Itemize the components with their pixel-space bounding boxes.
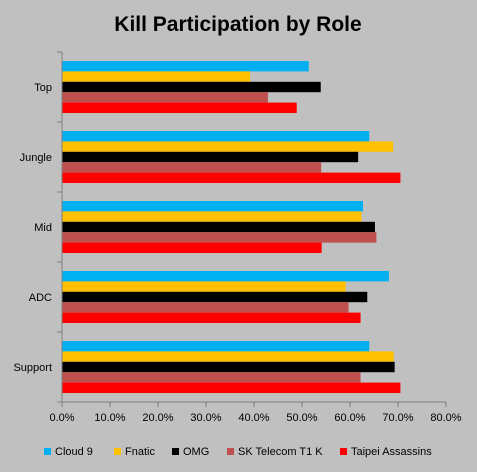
bar-mid-taipei-assassins <box>62 242 322 253</box>
chart-title: Kill Participation by Role <box>114 13 361 36</box>
y-tick-label: Jungle <box>20 152 52 164</box>
bar-jungle-omg <box>62 151 359 163</box>
legend-swatch <box>44 448 51 455</box>
bar-adc-omg <box>62 291 368 303</box>
bar-adc-taipei-assassins <box>62 312 361 323</box>
bar-adc-cloud-9 <box>62 271 389 282</box>
x-tick-label: 70.0% <box>382 412 413 424</box>
y-tick-label: ADC <box>29 292 52 304</box>
bar-top-taipei-assassins <box>62 102 297 113</box>
legend-swatch <box>227 448 234 455</box>
x-tick-label: 10.0% <box>94 412 125 424</box>
bar-support-fnatic <box>62 351 394 362</box>
bar-jungle-fnatic <box>62 141 394 152</box>
y-tick-label: Support <box>13 362 52 374</box>
bar-top-fnatic <box>62 71 251 82</box>
legend-label: SK Telecom T1 K <box>238 446 323 458</box>
bar-group <box>62 61 401 393</box>
bar-top-cloud-9 <box>62 61 309 72</box>
bar-jungle-cloud-9 <box>62 131 370 142</box>
x-tick-label: 20.0% <box>142 412 173 424</box>
axes: Top Jungle Mid ADC Support 0.0% 10.0% 20.0% 30.0… <box>13 51 462 424</box>
x-tick-label: 30.0% <box>190 412 221 424</box>
legend-swatch <box>114 448 121 455</box>
legend-swatch <box>340 448 347 455</box>
legend-label: Taipei Assassins <box>351 446 432 458</box>
bar-top-omg <box>62 81 321 93</box>
x-tick-label: 60.0% <box>334 412 365 424</box>
bar-adc-fnatic <box>62 281 346 292</box>
x-tick-label: 50.0% <box>286 412 317 424</box>
bar-support-sk-telecom-t1-k <box>62 372 361 383</box>
legend-swatch <box>172 448 179 455</box>
bar-adc-sk-telecom-t1-k <box>62 302 349 313</box>
bar-support-omg <box>62 361 395 373</box>
x-tick-label: 80.0% <box>430 412 461 424</box>
y-tick-label: Mid <box>34 222 52 234</box>
bar-top-sk-telecom-t1-k <box>62 92 268 103</box>
bar-support-taipei-assassins <box>62 382 401 393</box>
legend: Cloud 9 Fnatic OMG SK Telecom T1 K Taipei As… <box>44 446 432 458</box>
bar-jungle-taipei-assassins <box>62 172 401 183</box>
x-tick-label: 40.0% <box>238 412 269 424</box>
bar-mid-cloud-9 <box>62 201 363 212</box>
legend-label: OMG <box>183 446 209 458</box>
bar-mid-omg <box>62 221 375 233</box>
legend-label: Cloud 9 <box>55 446 93 458</box>
legend-label: Fnatic <box>125 446 155 458</box>
bar-support-cloud-9 <box>62 341 370 352</box>
bar-mid-fnatic <box>62 211 362 222</box>
y-tick-label: Top <box>34 82 52 94</box>
bar-jungle-sk-telecom-t1-k <box>62 162 322 173</box>
x-tick-label: 0.0% <box>49 412 74 424</box>
bar-mid-sk-telecom-t1-k <box>62 232 377 243</box>
